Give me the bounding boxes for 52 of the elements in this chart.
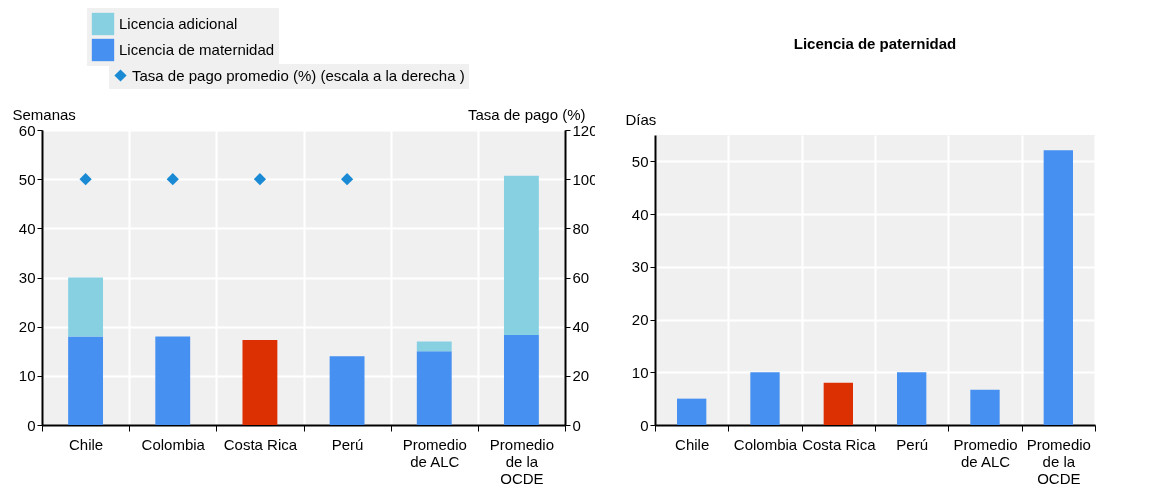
- bar: [416, 351, 452, 425]
- legend-label: Licencia adicional: [119, 15, 238, 32]
- legend-label: Tasa de pago promedio (%) (escala a la derecha ): [132, 66, 465, 84]
- bar: [68, 277, 104, 337]
- y2-tick-label: 0: [572, 416, 581, 434]
- x-tick-label: Perú: [896, 435, 929, 453]
- x-tick-label: Costa Rica: [223, 435, 298, 453]
- y-tick-label: 40: [631, 205, 649, 223]
- y-axis-title: Semanas: [12, 105, 76, 123]
- bar: [416, 341, 452, 352]
- x-tick-label: Promedio de la OCDE: [489, 435, 555, 487]
- bar: [242, 339, 278, 425]
- bar: [329, 356, 365, 425]
- bar: [823, 382, 853, 425]
- bar: [750, 372, 780, 425]
- y-tick-label: 50: [631, 152, 649, 170]
- y-tick-label: 30: [18, 269, 36, 286]
- y-tick-label: 40: [18, 219, 36, 237]
- y-axis-title: Días: [625, 110, 657, 128]
- bar: [155, 336, 191, 425]
- y-tick-label: 0: [640, 416, 649, 434]
- x-tick-label: Chile: [68, 435, 104, 453]
- y-tick-label: 20: [18, 318, 36, 336]
- y2-tick-label: 40: [572, 318, 590, 336]
- chart-title: Licencia de paternidad: [793, 35, 957, 52]
- y-tick-label: 20: [631, 311, 649, 329]
- x-tick-label: Promedio de ALC: [953, 435, 1018, 470]
- x-tick-label: Colombia: [141, 435, 206, 453]
- y-tick-label: 30: [631, 258, 649, 276]
- bar: [1043, 150, 1073, 425]
- y2-tick-label: 60: [572, 269, 590, 286]
- y-tick-label: 50: [18, 170, 36, 188]
- y2-tick-label: 80: [572, 219, 590, 237]
- x-tick-label: Promedio de la OCDE: [1026, 435, 1091, 487]
- y2-axis-title: Tasa de pago (%): [467, 105, 586, 123]
- bar: [68, 336, 104, 425]
- y2-tick-label: 20: [572, 367, 590, 385]
- x-tick-label: Promedio de ALC: [402, 435, 467, 470]
- x-tick-label: Perú: [331, 435, 364, 453]
- y-tick-label: 10: [18, 367, 36, 385]
- y-tick-label: 0: [27, 416, 36, 434]
- bar: [503, 175, 539, 336]
- y-tick-label: 10: [631, 363, 649, 381]
- bar: [677, 398, 707, 425]
- bar: [897, 372, 927, 425]
- x-tick-label: Costa Rica: [802, 435, 877, 453]
- bar: [970, 389, 1000, 425]
- x-tick-label: Chile: [675, 435, 710, 453]
- x-tick-label: Colombia: [733, 435, 798, 453]
- bar: [503, 335, 539, 425]
- y-tick-label: 60: [18, 121, 36, 139]
- legend-label: Licencia de maternidad: [119, 41, 275, 58]
